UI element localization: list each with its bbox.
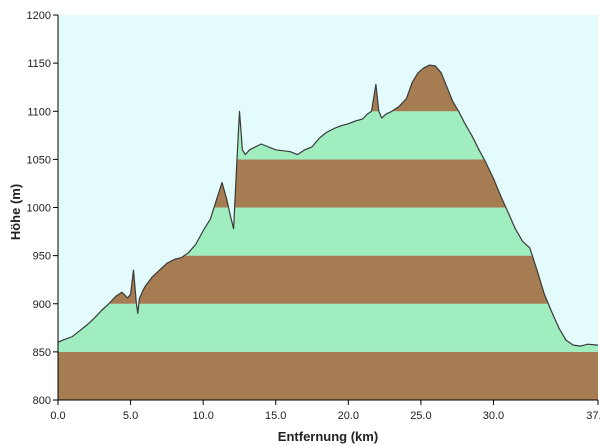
y-tick-label: 1050 [27, 154, 51, 166]
y-tick-label: 800 [33, 395, 51, 407]
x-tick-label: 37.2 [586, 410, 600, 422]
y-tick-label: 1100 [27, 106, 51, 118]
x-tick-label: 30.0 [483, 410, 504, 422]
ylabel-group: Höhe (m) [8, 184, 23, 240]
x-tick-label: 5.0 [123, 410, 138, 422]
x-tick-label: 25.0 [410, 410, 431, 422]
y-tick-label: 850 [33, 347, 51, 359]
y-tick-label: 950 [33, 251, 51, 263]
elevation-line [57, 64, 599, 347]
x-axis-title: Entfernung (km) [278, 429, 378, 444]
y-tick-label: 1000 [27, 203, 51, 215]
y-tick-label: 900 [33, 299, 51, 311]
x-tick-label: 0.0 [50, 410, 65, 422]
x-tick-label: 20.0 [338, 410, 359, 422]
x-tick-label: 10.0 [192, 410, 213, 422]
x-tick-label: 15.0 [265, 410, 286, 422]
elevation-band [58, 303, 598, 352]
y-axis-title: Höhe (m) [8, 184, 23, 240]
y-tick-label: 1200 [27, 10, 51, 22]
elevation-band [58, 351, 598, 400]
y-tick-label: 1150 [27, 58, 51, 70]
